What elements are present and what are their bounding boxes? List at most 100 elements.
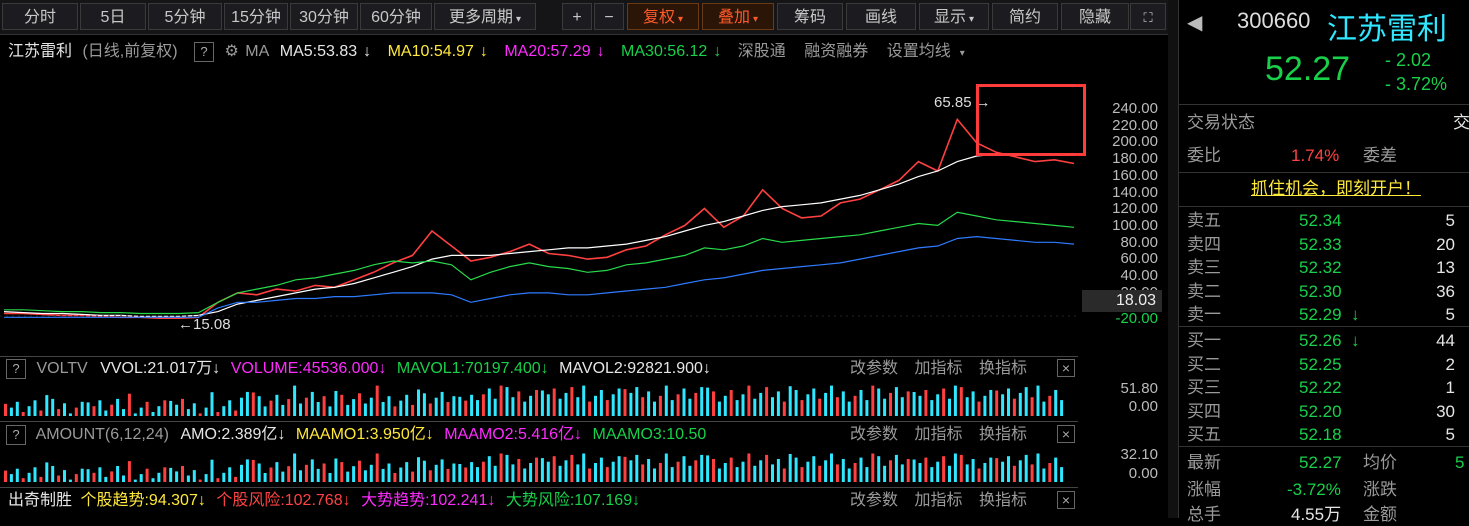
zoom-in-button[interactable]: + [562,3,592,30]
bar [635,387,639,416]
change-params-button[interactable]: 改参数 [850,360,899,377]
book-level-price[interactable]: 52.22 [1299,378,1342,397]
expand-icon[interactable]: ⛶ [1130,3,1166,30]
bar [393,473,397,482]
bar [269,467,273,482]
divider [1179,446,1469,447]
bar [641,464,645,482]
bar [15,468,19,482]
book-level-volume: 13 [1436,258,1455,277]
bar [517,459,521,482]
book-level-price[interactable]: 52.25 [1299,354,1342,374]
bar [1012,398,1016,416]
switch-indicator-button[interactable]: 换指标 [978,426,1027,443]
bar [953,453,957,482]
shengutong-link[interactable]: 深股通 [737,43,786,60]
bar [1042,401,1046,416]
tab-5min[interactable]: 5分钟 [148,3,222,30]
bar [1060,400,1064,416]
zoom-out-button[interactable]: − [594,3,624,30]
change-params-button[interactable]: 改参数 [850,426,899,443]
bar [800,467,804,482]
add-indicator-button[interactable]: 加指标 [914,426,963,443]
bar [33,400,37,416]
book-level-label: 买四 [1187,401,1221,421]
book-level-label: 买二 [1187,354,1221,374]
amount-axis-bottom: 0.00 [1128,465,1158,482]
help-icon[interactable]: ? [6,424,26,445]
zongshou-label: 总手 [1187,505,1221,524]
bar [9,407,13,416]
current-price-tag: 18.03 [1082,290,1162,312]
caret-down-icon: ▾ [677,14,684,25]
bar [104,476,108,482]
bottom-indicator-header: 出奇制胜 个股趋势:94.307↓ 个股风险:102.768↓ 大势趋势:102… [8,489,640,513]
bar [198,479,202,482]
bar [841,391,845,416]
bar [617,388,621,416]
draw-line-button[interactable]: 画线 [846,3,916,30]
bar [942,388,946,416]
trade-status-value: 交 [1453,113,1469,132]
ma-settings-dropdown[interactable]: 设置均线 ▾ [886,43,965,60]
book-level-price[interactable]: 52.30 [1299,281,1342,301]
bar [1007,388,1010,416]
bar [782,401,786,416]
help-icon[interactable]: ? [6,358,26,379]
bar [1036,453,1040,482]
bar [924,457,928,482]
switch-indicator-button[interactable]: 换指标 [978,492,1027,509]
latest-value: 52.27 [1299,453,1342,472]
chips-button[interactable]: 筹码 [777,3,843,30]
simple-mode-button[interactable]: 简约 [992,3,1058,30]
open-account-link[interactable]: 抓住机会，即刻开户！ [1251,179,1421,198]
hide-button[interactable]: 隐藏 [1061,3,1129,30]
close-icon[interactable]: × [1057,359,1075,377]
close-icon[interactable]: × [1057,425,1075,443]
book-level-price[interactable]: 52.33 [1299,234,1342,254]
bar [363,403,367,416]
prev-stock-icon[interactable]: ◀ [1187,12,1203,34]
tab-intraday[interactable]: 分时 [2,3,78,30]
book-level-price[interactable]: 52.34 [1299,211,1342,230]
bar [51,398,55,416]
panel-splitter[interactable] [1168,0,1178,518]
bar [505,387,509,416]
book-level-price[interactable]: 52.18 [1299,425,1342,444]
bar [759,460,763,482]
book-level-price[interactable]: 52.20 [1299,401,1342,421]
tab-15min[interactable]: 15分钟 [224,3,288,30]
bar [594,463,597,482]
bar [63,470,66,482]
margin-trading-link[interactable]: 融资融券 [804,43,869,60]
tab-30min[interactable]: 30分钟 [290,3,358,30]
bar [759,392,763,416]
add-indicator-button[interactable]: 加指标 [914,360,963,377]
gear-icon[interactable]: ⚙ [224,43,239,60]
bar [240,464,243,482]
more-periods-dropdown[interactable]: 更多周期 ▾ [434,3,536,30]
bar [422,460,426,482]
book-level-price[interactable]: 52.32 [1299,258,1342,277]
bar [74,407,78,416]
bar [877,388,881,416]
bar [245,459,249,482]
tab-60min[interactable]: 60分钟 [360,3,432,30]
book-level-price[interactable]: 52.29 [1299,305,1342,324]
fuquan-dropdown[interactable]: 复权 ▾ [627,3,699,30]
tab-5day[interactable]: 5日 [80,3,146,30]
switch-indicator-button[interactable]: 换指标 [978,360,1027,377]
book-level-price[interactable]: 52.26 [1299,331,1342,350]
bar [653,401,656,416]
book-level-label: 卖三 [1187,258,1221,277]
close-icon[interactable]: × [1057,491,1075,509]
bar [1048,395,1052,416]
bar [523,401,527,416]
add-indicator-button[interactable]: 加指标 [914,492,963,509]
change-params-button[interactable]: 改参数 [850,492,899,509]
price-chart[interactable] [0,66,1168,356]
overlay-dropdown[interactable]: 叠加 ▾ [702,3,774,30]
display-dropdown[interactable]: 显示 ▾ [919,3,989,30]
help-icon[interactable]: ? [194,41,215,62]
bar [157,406,161,416]
